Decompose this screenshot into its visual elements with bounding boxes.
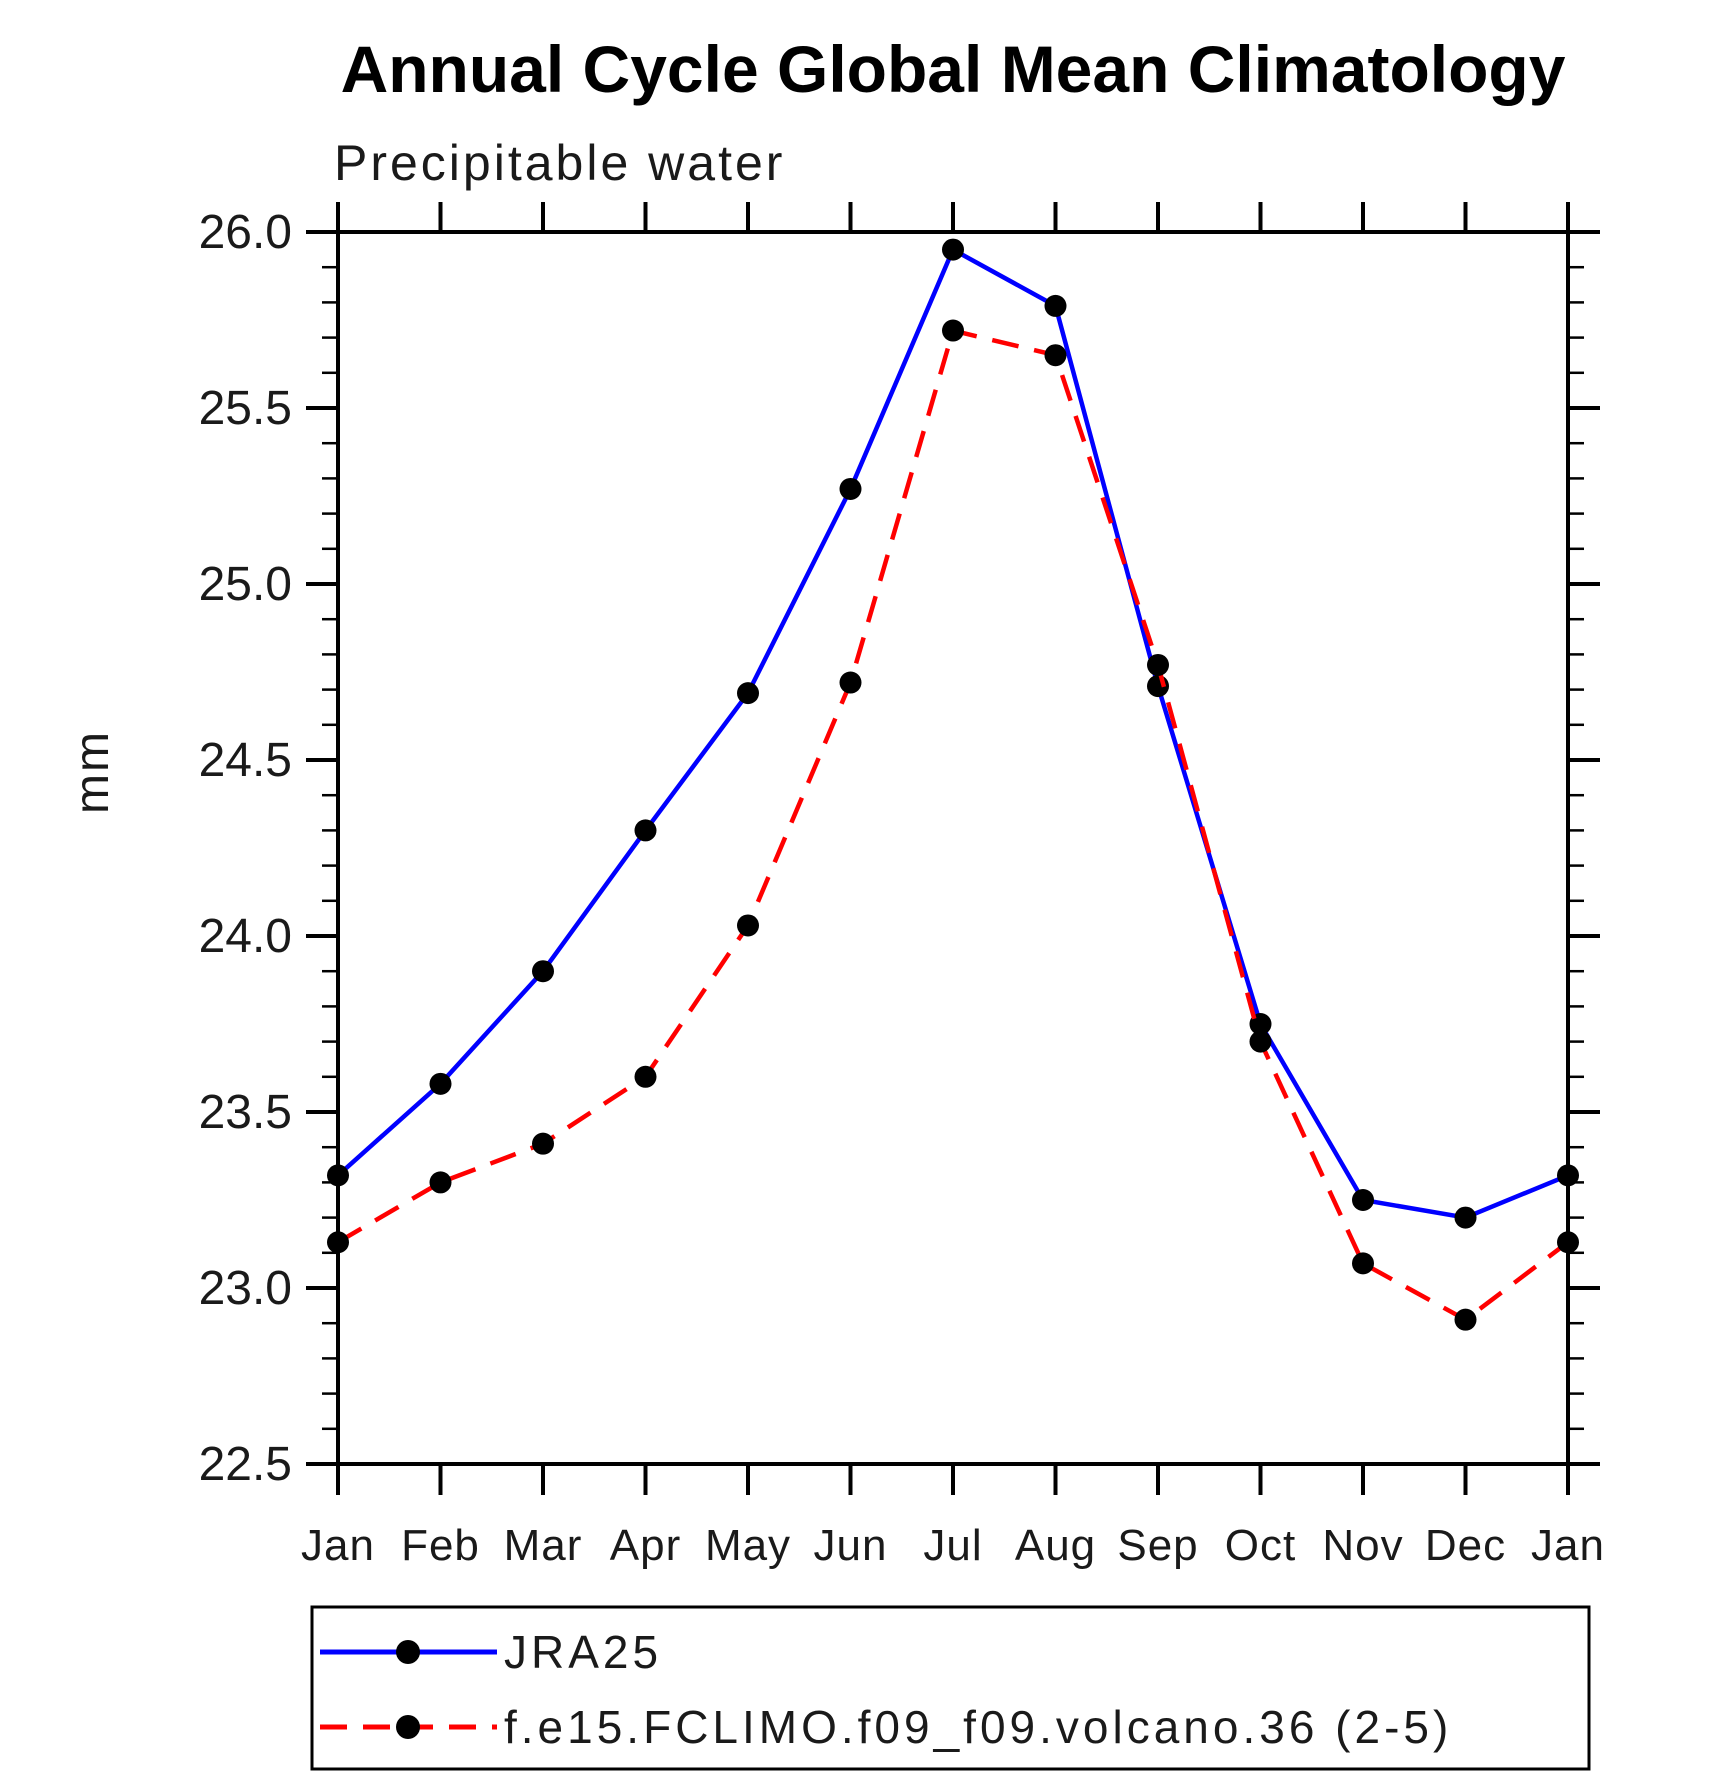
chart-subtitle: Precipitable water (334, 135, 785, 191)
data-point (327, 1231, 349, 1254)
y-tick-label: 23.0 (199, 1262, 292, 1315)
y-tick-label: 26.0 (199, 206, 292, 259)
data-point (1454, 1308, 1477, 1331)
plot-area: 22.5 23.0 23.5 24.0 24.5 25.0 25.5 26.0 Jan Feb Ma… (199, 202, 1605, 1570)
y-tick-label: 25.5 (199, 382, 292, 435)
x-tick-label: Oct (1225, 1521, 1296, 1570)
data-point (1249, 1030, 1272, 1053)
legend-marker-icon (396, 1640, 420, 1664)
legend: JRA25 f.e15.FCLIMO.f09_f09.volcano.36 (2… (310, 1605, 1591, 1771)
chart-title: Annual Cycle Global Mean Climatology (341, 32, 1566, 106)
series-line-model (336, 327, 1570, 1323)
legend-marker-icon (396, 1715, 420, 1739)
x-tick-label: Feb (401, 1521, 480, 1570)
data-point (1352, 1252, 1374, 1275)
legend-label-jra25: JRA25 (504, 1626, 662, 1678)
data-point (942, 319, 964, 342)
data-point (634, 819, 657, 842)
data-point (839, 477, 862, 500)
x-tick-label: Apr (610, 1521, 681, 1570)
x-tick-label: Jan (1531, 1521, 1605, 1570)
legend-label-model: f.e15.FCLIMO.f09_f09.volcano.36 (2-5) (504, 1701, 1452, 1753)
data-point (942, 238, 964, 261)
plot-frame (336, 230, 1570, 1466)
data-point (1557, 1231, 1579, 1254)
data-point (327, 1164, 349, 1187)
data-point (634, 1065, 657, 1088)
data-point (1557, 1164, 1579, 1187)
y-tick-label: 25.0 (199, 558, 292, 611)
data-point (532, 1132, 554, 1155)
data-point (429, 1171, 452, 1194)
series-line-jra25 (336, 246, 1569, 1220)
data-point (429, 1072, 452, 1095)
x-tick-label: Dec (1425, 1521, 1506, 1570)
data-point (532, 960, 554, 983)
y-tick-label: 24.5 (199, 734, 292, 787)
data-point (737, 682, 759, 705)
data-point (839, 671, 862, 694)
data-point (1352, 1189, 1374, 1211)
data-point (737, 914, 759, 937)
x-tick-label: Jun (814, 1521, 888, 1570)
x-tick-label: Nov (1322, 1521, 1403, 1570)
y-axis-label: mm (66, 730, 119, 814)
x-tick-label: Mar (504, 1521, 583, 1570)
x-tick-label: Jul (923, 1521, 982, 1570)
data-point (1044, 344, 1067, 367)
data-point (1147, 653, 1169, 676)
x-tick-label: Jan (301, 1521, 375, 1570)
y-tick-label: 24.0 (199, 910, 292, 963)
x-tick-label: Aug (1015, 1521, 1096, 1570)
y-tick-label: 22.5 (199, 1438, 292, 1491)
data-point (1454, 1206, 1477, 1229)
y-tick-label: 23.5 (199, 1086, 292, 1139)
x-tick-label: Sep (1117, 1521, 1198, 1570)
x-tick-label: May (705, 1521, 791, 1570)
data-point (1044, 294, 1067, 317)
legend-frame (310, 1605, 1591, 1771)
